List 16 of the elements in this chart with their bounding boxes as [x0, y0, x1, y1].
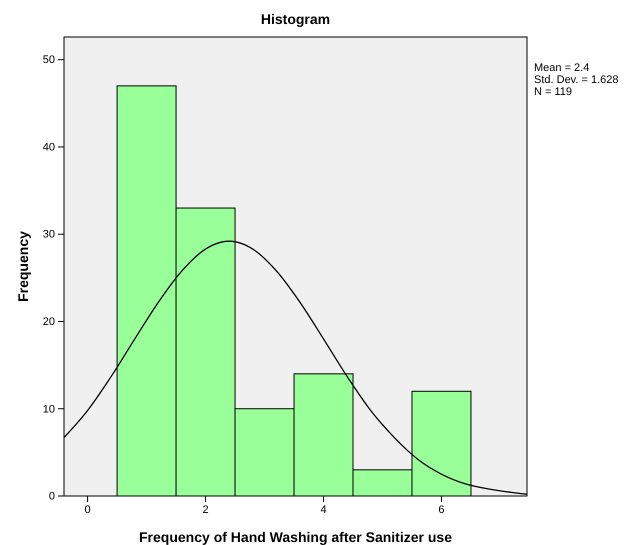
chart-title: Histogram — [260, 11, 330, 27]
y-tick-label: 50 — [42, 54, 55, 66]
y-tick-label: 30 — [42, 228, 55, 241]
y-tick-label: 0 — [48, 490, 55, 503]
x-tick-label: 6 — [438, 504, 445, 516]
text: N = 119 — [534, 86, 572, 98]
y-axis-title: Frequency — [15, 230, 31, 302]
y-tick-label: 40 — [42, 141, 55, 154]
x-tick-label: 0 — [84, 504, 91, 516]
y-tick-label: 20 — [42, 316, 55, 328]
x-tick-label: 2 — [202, 504, 209, 516]
y-tick-label: 10 — [42, 403, 55, 416]
text: Std. Dev. = 1.628 — [534, 74, 618, 86]
x-tick-label: 4 — [320, 504, 327, 516]
text: Mean = 2.4 — [534, 62, 590, 74]
x-axis-title: Frequency of Hand Washing after Sanitizer use — [139, 529, 452, 545]
